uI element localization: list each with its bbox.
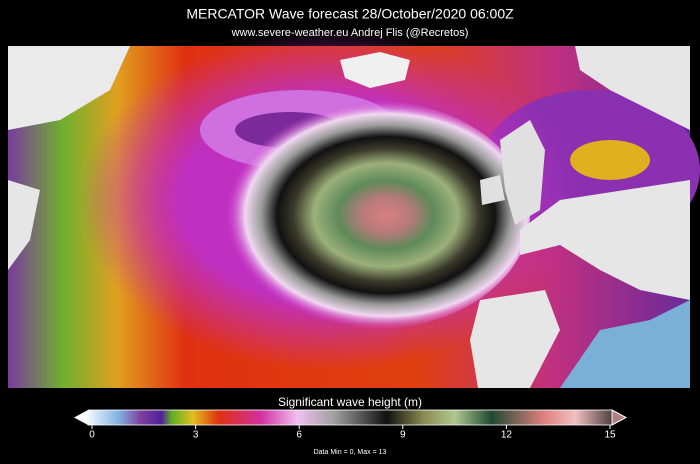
data-note: Data Min = 0, Max = 13: [314, 449, 387, 456]
colorbar: [74, 409, 628, 426]
colorbar-arrow: [74, 410, 88, 425]
title: MERCATOR Wave forecast 28/October/2020 0…: [186, 6, 514, 22]
colorbar-tick-label: 15: [604, 430, 616, 441]
colorbar-tick-label: 6: [296, 430, 302, 441]
map: [8, 30, 700, 388]
colorbar-arrow: [611, 409, 628, 426]
colorbar-bar: [87, 409, 613, 426]
colorbar-label: Significant wave height (m): [278, 395, 422, 409]
colorbar-tick-label: 12: [501, 430, 513, 441]
colorbar-tick-label: 0: [89, 430, 95, 441]
colorbar-tick-label: 9: [400, 430, 406, 441]
colorbar-tick-label: 3: [193, 430, 199, 441]
